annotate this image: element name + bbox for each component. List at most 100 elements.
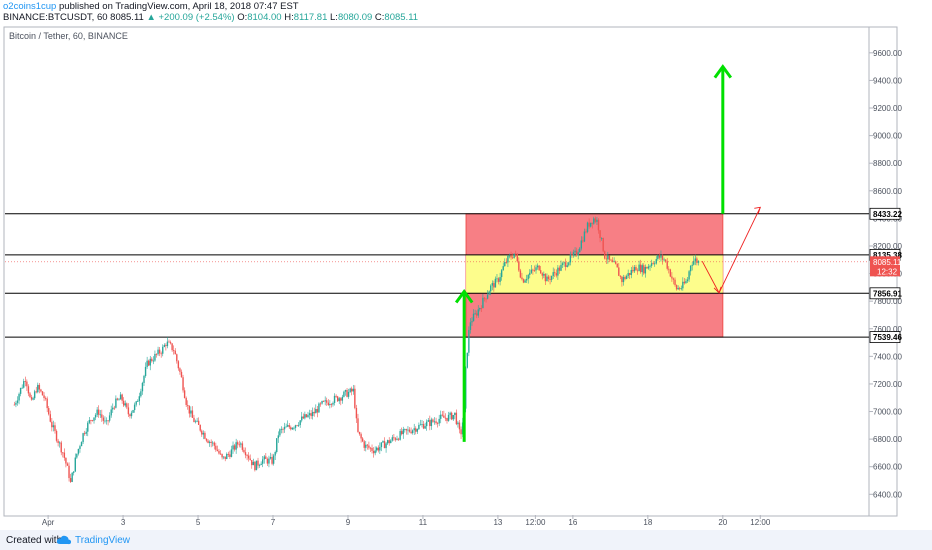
candle-body xyxy=(580,240,583,249)
candle-body xyxy=(550,275,553,280)
candle-body xyxy=(52,425,55,428)
candle-body xyxy=(515,253,517,255)
candle-body xyxy=(419,424,422,426)
yellow-range-box xyxy=(466,254,723,294)
y-tick-label: 8200.00 xyxy=(873,242,902,251)
candle-body xyxy=(19,387,22,394)
candle-body xyxy=(530,269,533,273)
candle-body xyxy=(82,433,84,443)
candle-body xyxy=(294,425,297,428)
candle-body xyxy=(644,266,647,274)
candle-body xyxy=(574,250,576,253)
candle-body xyxy=(315,409,317,414)
candle-body xyxy=(605,258,608,260)
candle-body xyxy=(646,266,648,269)
y-tick-label: 6800.00 xyxy=(873,435,902,444)
candle-body xyxy=(35,391,37,393)
candle-body xyxy=(482,297,484,309)
candle-body xyxy=(268,458,270,464)
candle-body xyxy=(536,265,539,268)
candle-body xyxy=(291,427,294,430)
candle-body xyxy=(686,279,689,282)
candle-body xyxy=(674,279,676,286)
candle-body xyxy=(611,260,614,262)
candle-body xyxy=(554,272,556,274)
candle-body xyxy=(263,456,265,460)
candle-body xyxy=(521,277,523,280)
candle-body xyxy=(447,414,450,421)
price-axis[interactable]: 6400.00 6600.00 6800.00 7000.00 7200.00 7400.… xyxy=(869,49,902,499)
candle-body xyxy=(216,449,219,451)
candle-body xyxy=(518,261,520,271)
candle-body xyxy=(99,414,101,416)
candle-body xyxy=(249,458,251,461)
candle-body xyxy=(490,285,492,292)
candle-body xyxy=(87,422,89,432)
candle-body xyxy=(391,437,394,441)
candle-body xyxy=(555,273,558,276)
candle-body xyxy=(519,270,522,278)
candle-body xyxy=(229,454,231,457)
candle-body xyxy=(68,465,70,479)
candle-body xyxy=(471,321,473,323)
candle-body xyxy=(502,266,504,271)
author-link[interactable]: o2coins1cup xyxy=(3,1,57,12)
candle-body xyxy=(382,441,384,443)
candle-body xyxy=(633,267,636,272)
tradingview-brand-link[interactable]: TradingView xyxy=(75,535,131,546)
candle-body xyxy=(454,412,456,415)
x-tick-label: 16 xyxy=(568,518,577,527)
candle-body xyxy=(313,411,315,414)
candle-body xyxy=(608,255,611,260)
candle-body xyxy=(511,257,514,259)
candle-body xyxy=(652,263,654,265)
candle-body xyxy=(643,265,645,274)
candle-body xyxy=(326,400,328,403)
y-tick-label: 9000.00 xyxy=(873,132,902,141)
candle-body xyxy=(182,377,184,391)
x-tick-label: 9 xyxy=(346,518,351,527)
candle-body xyxy=(602,237,604,252)
candle-body xyxy=(669,269,672,277)
candle-body xyxy=(304,414,306,419)
candle-body xyxy=(558,267,561,271)
candle-body xyxy=(232,445,234,450)
candle-body xyxy=(104,420,106,422)
candle-body xyxy=(383,441,386,449)
candle-body xyxy=(500,270,503,278)
candle-body xyxy=(66,463,69,466)
candle-body xyxy=(479,308,481,310)
symbol[interactable]: BINANCE:BTCUSDT, 60 xyxy=(3,12,108,23)
candle-body xyxy=(571,254,573,256)
x-tick-label: 11 xyxy=(419,518,428,527)
candle-body xyxy=(596,219,598,222)
candle-body xyxy=(625,275,628,279)
candle-body xyxy=(465,367,467,409)
candle-body xyxy=(525,279,528,281)
last-price-label-box xyxy=(870,256,900,277)
candle-body xyxy=(333,395,336,403)
candle-body xyxy=(586,222,589,232)
candle-body xyxy=(23,381,25,388)
close-label: C: xyxy=(374,12,385,23)
candle-body xyxy=(624,277,626,279)
x-tick-label: 5 xyxy=(196,518,201,527)
candle-body xyxy=(485,298,487,300)
candle-body xyxy=(132,410,134,413)
candle-body xyxy=(316,409,319,413)
candle-body xyxy=(286,425,289,427)
candle-body xyxy=(613,261,615,263)
candle-body xyxy=(583,231,586,242)
candle-body xyxy=(430,419,433,427)
low-label: L: xyxy=(330,12,338,23)
candle-body xyxy=(166,341,169,347)
candle-body xyxy=(290,427,292,430)
candle-body xyxy=(146,360,148,367)
candle-body xyxy=(635,267,637,271)
candle-body xyxy=(691,264,693,266)
candle-body xyxy=(102,417,105,421)
time-axis[interactable]: Apr 3 5 7 9 11 13 12:00 16 18 20 12:00 xyxy=(42,515,771,527)
candle-body xyxy=(319,403,322,405)
candle-body xyxy=(641,265,643,273)
